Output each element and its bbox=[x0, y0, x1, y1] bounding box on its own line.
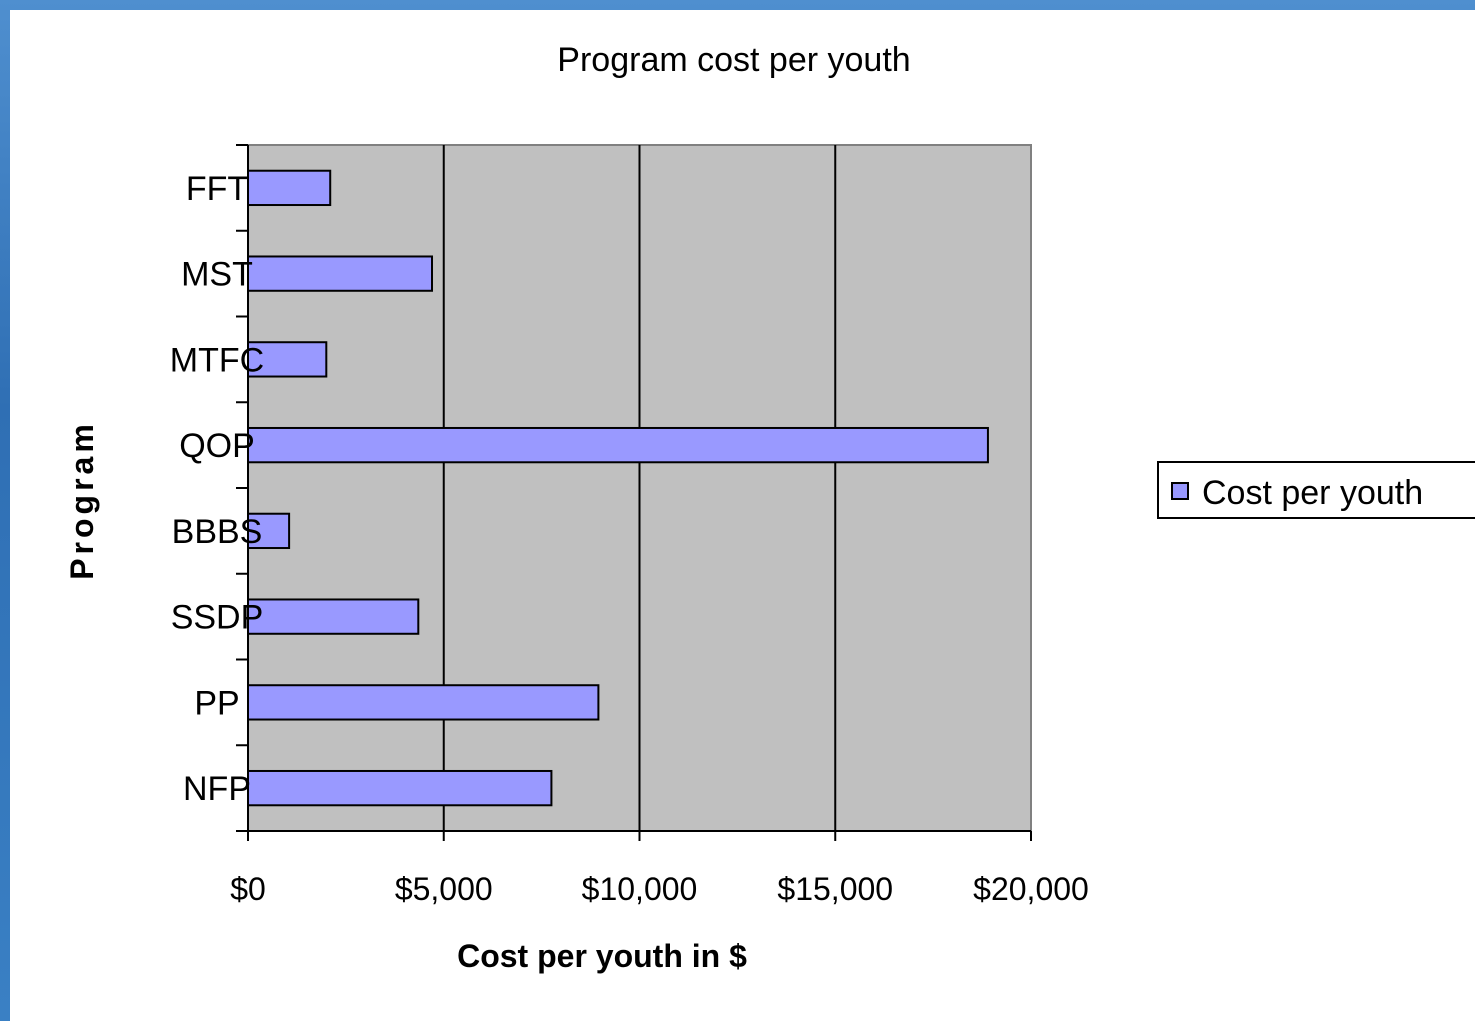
x-tick-label: $10,000 bbox=[582, 871, 698, 907]
y-tick-label: MTFC bbox=[170, 341, 264, 379]
axes bbox=[236, 144, 1032, 841]
legend-swatch bbox=[1171, 482, 1189, 500]
y-tick-label: PP bbox=[194, 684, 239, 722]
legend: Cost per youth bbox=[1157, 461, 1475, 519]
x-tick-label: $0 bbox=[230, 871, 266, 907]
bar-fft bbox=[247, 169, 332, 207]
y-tick-label: FFT bbox=[186, 170, 248, 208]
bar-ssdp bbox=[247, 598, 420, 635]
y-tick-label: QOP bbox=[179, 427, 255, 465]
x-axis-label: Cost per youth in $ bbox=[457, 938, 747, 974]
y-tick-label: MST bbox=[181, 256, 253, 294]
x-tick-label: $15,000 bbox=[777, 871, 893, 907]
bar-mst bbox=[247, 255, 434, 292]
y-tick-label: NFP bbox=[183, 770, 251, 808]
bar-mtfc bbox=[247, 341, 328, 378]
bar-nfp bbox=[247, 769, 553, 807]
legend-box bbox=[1157, 461, 1475, 519]
y-axis-label: Program bbox=[64, 420, 100, 580]
legend-label: Cost per youth bbox=[1202, 474, 1423, 512]
bar-chart: Program cost per youth FFT MST MTFC QOP BBBS… bbox=[64, 41, 1475, 974]
bar-qop bbox=[247, 426, 989, 464]
y-tick-labels: FFT MST MTFC QOP BBBS SSDP PP NFP bbox=[170, 170, 264, 808]
x-tick-label: $20,000 bbox=[973, 871, 1089, 907]
bar-bbbs bbox=[247, 512, 291, 550]
y-tick-label: SSDP bbox=[171, 599, 264, 637]
chart-title: Program cost per youth bbox=[557, 41, 910, 79]
x-tick-label: $5,000 bbox=[395, 871, 493, 907]
x-tick-labels: $0 $5,000 $10,000 $15,000 $20,000 bbox=[230, 871, 1089, 907]
y-tick-label: BBBS bbox=[172, 513, 263, 551]
bars bbox=[247, 169, 989, 807]
bar-pp bbox=[247, 684, 600, 721]
chart-area: Program cost per youth FFT MST MTFC QOP BBBS… bbox=[10, 10, 1475, 1021]
